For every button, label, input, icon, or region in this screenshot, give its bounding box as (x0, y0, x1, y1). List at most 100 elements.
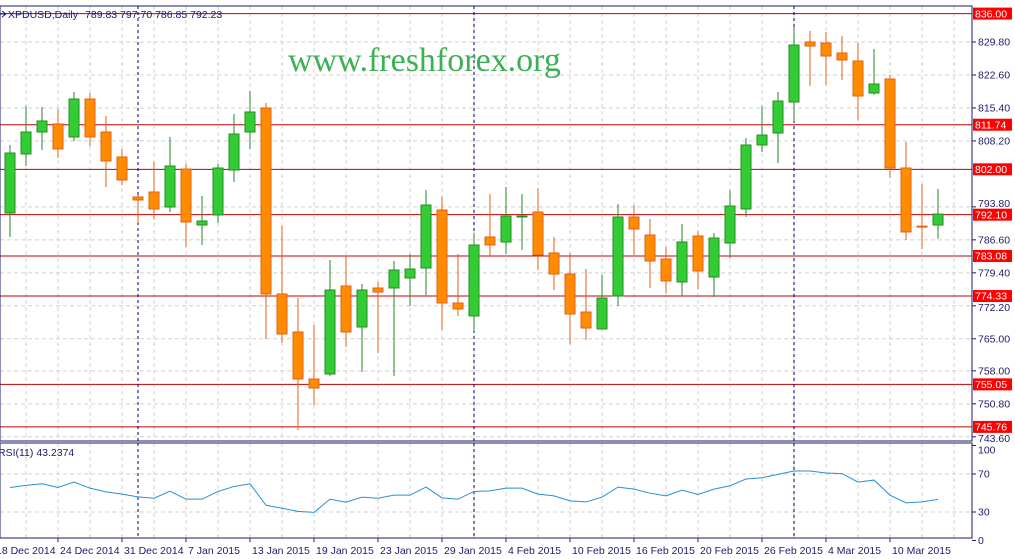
level-label: 811.74 (975, 119, 1006, 131)
candle-bull (164, 165, 176, 208)
candle-bull (596, 297, 608, 330)
price-tick-label: 750.80 (978, 399, 1010, 411)
date-label: 31 Dec 2014 (124, 545, 184, 557)
date-label: 4 Mar 2015 (828, 545, 881, 557)
rsi-tick-label: 30 (978, 507, 990, 519)
level-label-bg (973, 420, 1012, 433)
candle-bull (36, 120, 48, 133)
candle-bear (916, 225, 928, 228)
watermark: www.freshforex.org (288, 42, 561, 79)
candle-bull (500, 215, 512, 243)
grid (0, 6, 972, 538)
candle-bear (628, 216, 640, 230)
candle-bear (820, 42, 832, 57)
candle-bear (900, 167, 912, 233)
candle-bull (388, 269, 400, 289)
level-label-bg (973, 163, 1012, 176)
candle-bear (804, 41, 816, 47)
rsi-pane-frame (0, 442, 973, 539)
candle-bear (532, 211, 544, 256)
level-label: 755.05 (975, 379, 1007, 391)
price-axis: 829.80 822.60 815.40 808.20 793.80 786.60 779.… (972, 7, 1012, 445)
candle-bear (276, 293, 288, 335)
date-label: 10 Feb 2015 (572, 545, 631, 557)
horizontal-levels (0, 13, 972, 428)
candle-bear (884, 78, 896, 169)
candle-bull (740, 144, 752, 210)
candle-bear (148, 191, 160, 210)
chart-header-symbol: XPDUSD,Daily (8, 9, 79, 21)
date-label: 29 Jan 2015 (444, 545, 502, 557)
rsi-label: RSI(11) 43.2374 (0, 447, 74, 459)
candle-bull (4, 152, 16, 214)
level-label-bg (973, 249, 1012, 262)
candle-bear (180, 168, 192, 223)
candle-bull (756, 134, 768, 146)
level-label: 774.33 (975, 291, 1007, 303)
date-label: 26 Feb 2015 (764, 545, 823, 557)
price-tick-label: 779.40 (978, 268, 1010, 280)
price-tick-label: 743.60 (978, 433, 1010, 445)
candle-bear (84, 98, 96, 138)
price-tick-label: 793.80 (978, 198, 1010, 210)
price-tick-label: 765.00 (978, 333, 1010, 345)
candle-bear (372, 287, 384, 293)
date-label: 10 Mar 2015 (892, 545, 951, 557)
date-label: 23 Jan 2015 (380, 545, 438, 557)
candle-bull (244, 111, 256, 133)
level-label-bg (973, 378, 1012, 391)
candle-bull (20, 131, 32, 155)
main-pane-frame (0, 5, 973, 442)
candle-bear (260, 107, 272, 295)
candle-bull (708, 237, 720, 278)
candle-bull (468, 244, 480, 317)
candle-bear (116, 156, 128, 181)
candle-bull (932, 213, 944, 226)
period-separators (137, 6, 795, 538)
rsi-tick-label: 70 (978, 469, 990, 481)
candle-bear (852, 60, 864, 97)
date-label: 16 Feb 2015 (636, 545, 695, 557)
date-label: 20 Feb 2015 (700, 545, 759, 557)
candle-bear (692, 235, 704, 272)
rsi-axis: 100 70 30 0 (972, 445, 996, 547)
date-label: 13 Jan 2015 (252, 545, 310, 557)
candle-bull (516, 215, 528, 218)
candle-bull (676, 241, 688, 283)
price-tick-label: 829.80 (978, 37, 1010, 49)
price-tick-label: 808.20 (978, 136, 1010, 148)
candle-bear (436, 209, 448, 304)
level-label: 783.08 (975, 251, 1007, 263)
candles (4, 27, 944, 431)
level-label-bg (973, 118, 1012, 131)
candle-bear (580, 311, 592, 329)
candle-bull (212, 167, 224, 216)
price-tick-label: 758.00 (978, 366, 1010, 378)
candle-bull (404, 268, 416, 279)
date-label: 7 Jan 2015 (188, 545, 240, 557)
candle-bull (324, 289, 336, 375)
candle-bear (52, 123, 64, 150)
candle-bear (644, 234, 656, 262)
price-tick-label: 822.60 (978, 70, 1010, 82)
level-label: 745.76 (975, 422, 1007, 434)
candle-bull (68, 98, 80, 138)
candle-bear (308, 378, 320, 389)
price-tick-label: 815.40 (978, 103, 1010, 115)
candle-bull (868, 83, 880, 94)
candle-bull (228, 133, 240, 171)
candle-bull (356, 289, 368, 328)
price-tick-label: 772.20 (978, 302, 1010, 314)
rsi-tick-label: 100 (978, 445, 996, 457)
candle-bull (612, 216, 624, 297)
arrow-icon (0, 10, 7, 18)
level-label-bg (973, 7, 1012, 20)
candle-bear (484, 236, 496, 246)
level-label: 792.10 (975, 209, 1007, 221)
candle-bear (836, 52, 848, 61)
candle-bear (660, 258, 672, 282)
date-label: 4 Feb 2015 (508, 545, 561, 557)
level-label: 802.00 (975, 164, 1007, 176)
candle-bear (340, 285, 352, 333)
